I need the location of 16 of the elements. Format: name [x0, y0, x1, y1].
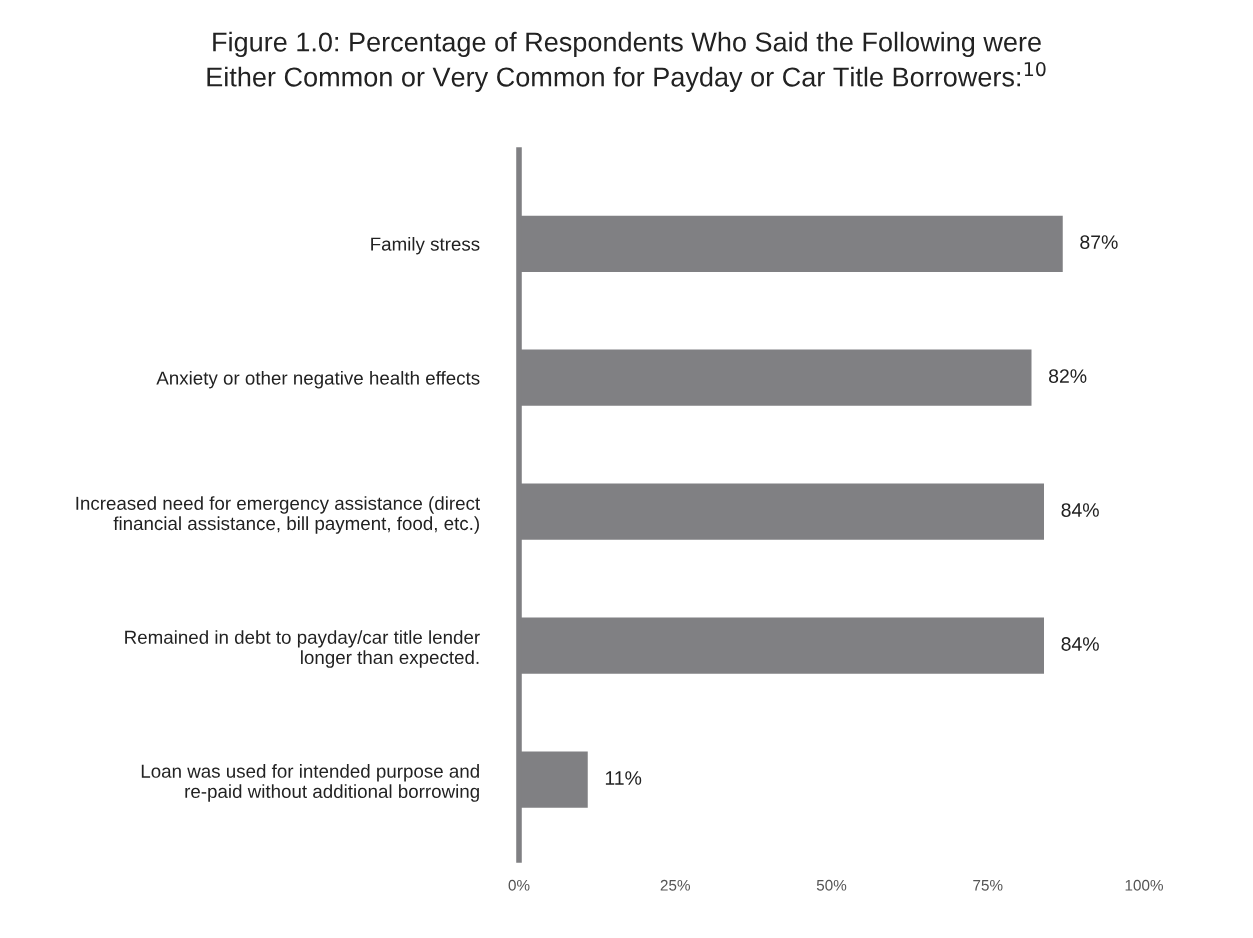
x-tick-label: 25% [660, 879, 690, 891]
data-label: 11% [605, 771, 642, 785]
data-label: 82% [1049, 369, 1087, 383]
data-label: 87% [1080, 235, 1118, 249]
x-tick-label: 0% [508, 879, 530, 891]
y-tick-label: Family stress [371, 236, 480, 255]
y-tick-label: Remained in debt to payday/car title lender longer than expected. [125, 630, 480, 668]
y-tick-label: Loan was used for intended purpose and re-paid without additional borrowing [141, 764, 479, 802]
x-tick-label: 100% [1125, 879, 1163, 891]
data-label: 84% [1061, 637, 1099, 651]
chart-title: Figure 1.0: Percentage of Respondents Who Said the Following were Either Common or Very Common for Payday or Car Title Borrowers:$^{10}$ [207, 31, 1046, 92]
data-label: 84% [1061, 503, 1099, 517]
y-tick-label: Increased need for emergency assistance (direct financial assistance, bill payment, food, etc.) [76, 496, 480, 534]
y-tick-label: Anxiety or other negative health effects [156, 370, 480, 389]
x-tick-label: 75% [973, 879, 1003, 891]
x-tick-label: 50% [816, 879, 847, 891]
